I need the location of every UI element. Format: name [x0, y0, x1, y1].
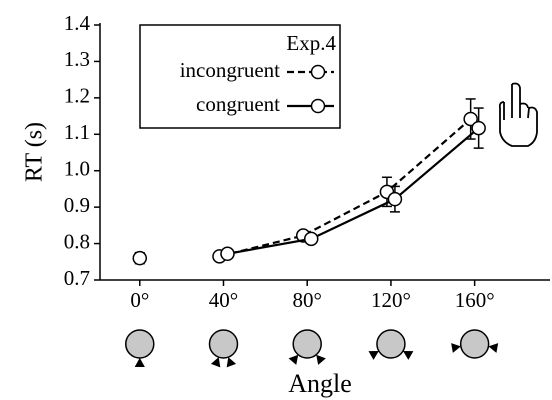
legend-marker — [310, 64, 326, 80]
x-axis-label: Angle — [288, 369, 352, 398]
y-tick-label: 0.9 — [64, 193, 90, 217]
y-tick-label: 1.3 — [64, 47, 90, 71]
y-tick-label: 0.7 — [64, 266, 90, 290]
y-tick-label: 1.2 — [64, 84, 90, 108]
arrow-icon — [226, 357, 237, 368]
series-line — [227, 127, 480, 255]
arrow-icon — [210, 357, 221, 368]
legend-marker — [310, 98, 326, 114]
y-axis-label: RT (s) — [22, 122, 48, 182]
y-tick-label: 1.1 — [64, 120, 90, 144]
arrow-icon — [134, 358, 145, 367]
arrow-icon — [451, 343, 461, 353]
arrow-icon — [403, 351, 414, 360]
marker — [471, 120, 486, 136]
x-tick-label: 40° — [209, 288, 238, 312]
legend-label: incongruent — [180, 58, 280, 82]
marker — [220, 246, 235, 262]
marker — [132, 250, 148, 266]
angle-icon — [125, 329, 155, 359]
y-tick-label: 0.8 — [64, 229, 90, 253]
marker — [387, 191, 403, 207]
x-tick-label: 80° — [293, 288, 322, 312]
series-line — [219, 118, 472, 258]
marker — [463, 111, 478, 127]
legend-box — [139, 24, 341, 129]
x-tick-label: 0° — [130, 288, 149, 312]
marker — [303, 231, 319, 247]
y-tick-label: 1.4 — [64, 11, 91, 35]
x-tick-label: 160° — [455, 288, 495, 312]
arrow-icon — [488, 343, 499, 353]
legend-title: Exp.4 — [286, 31, 336, 55]
hand-icon — [498, 82, 538, 147]
angle-icon — [292, 329, 322, 359]
legend: Exp.4 incongruent congruent — [139, 24, 341, 129]
y-tick-label: 1.0 — [64, 157, 90, 181]
angle-icon — [459, 329, 490, 359]
arrow-icon — [316, 354, 326, 365]
legend-label: congruent — [196, 92, 280, 116]
arrow-icon — [288, 354, 299, 365]
angle-icon — [376, 329, 406, 359]
angle-icon — [208, 329, 239, 359]
x-tick-label: 120° — [371, 288, 411, 312]
arrow-icon — [368, 351, 379, 360]
